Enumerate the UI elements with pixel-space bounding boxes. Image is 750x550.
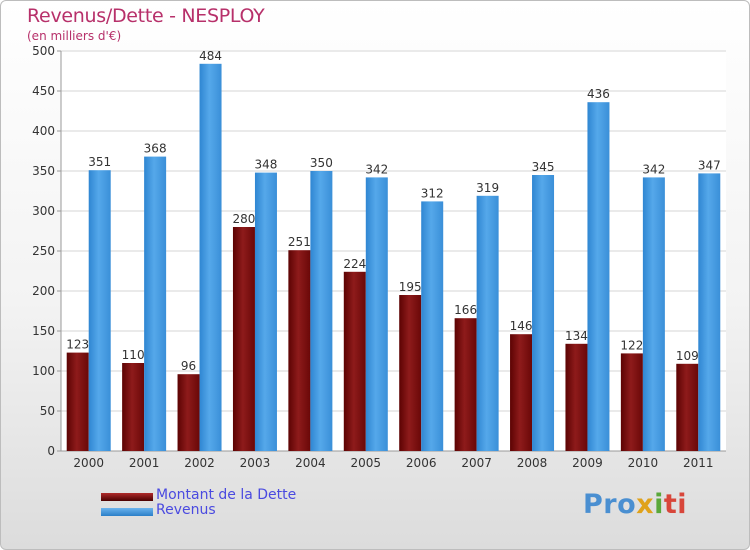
x-tick-label: 2011: [683, 456, 714, 470]
bar-debt: [288, 250, 311, 451]
y-tick-label: 150: [32, 324, 55, 338]
data-label-debt: 109: [676, 349, 699, 363]
x-tick-label: 2000: [73, 456, 104, 470]
bar-revenue: [587, 102, 610, 451]
data-label-revenue: 319: [476, 181, 499, 195]
legend-label-revenue: Revenus: [156, 502, 216, 518]
data-label-revenue: 484: [199, 49, 222, 63]
bar-debt: [565, 343, 588, 451]
chart-subtitle: (en milliers d'€): [27, 29, 122, 43]
x-tick-label: 2009: [572, 456, 603, 470]
bar-debt: [343, 271, 366, 451]
data-label-debt: 224: [343, 257, 366, 271]
legend-label-debt: Montant de la Dette: [156, 487, 297, 503]
y-tick-label: 300: [32, 204, 55, 218]
bar-debt: [676, 363, 699, 451]
data-label-revenue: 345: [532, 160, 555, 174]
data-label-debt: 123: [66, 338, 89, 352]
bar-debt: [66, 352, 89, 451]
bar-debt: [510, 334, 533, 451]
data-label-debt: 166: [454, 303, 477, 317]
y-tick-label: 250: [32, 244, 55, 258]
bar-debt: [454, 318, 477, 451]
y-tick-label: 200: [32, 284, 55, 298]
bar-debt: [232, 227, 255, 451]
data-label-revenue: 351: [88, 155, 111, 169]
bar-revenue: [421, 201, 444, 451]
y-tick-label: 350: [32, 164, 55, 178]
y-tick-label: 400: [32, 124, 55, 138]
bar-revenue: [88, 170, 111, 451]
x-tick-label: 2008: [517, 456, 548, 470]
bar-debt: [177, 374, 200, 451]
data-label-revenue: 342: [365, 162, 388, 176]
x-tick-label: 2004: [295, 456, 326, 470]
x-tick-label: 2001: [129, 456, 160, 470]
bar-revenue: [310, 171, 333, 451]
bar-revenue: [532, 175, 555, 451]
x-tick-label: 2007: [461, 456, 492, 470]
y-tick-label: 0: [47, 444, 55, 458]
bar-debt: [122, 363, 145, 451]
x-tick-label: 2002: [184, 456, 215, 470]
data-label-debt: 146: [510, 319, 533, 333]
legend-swatch-debt: [101, 493, 153, 501]
data-label-debt: 280: [233, 212, 256, 226]
data-label-revenue: 368: [144, 142, 167, 156]
bar-debt: [620, 353, 643, 451]
data-label-revenue: 350: [310, 156, 333, 170]
data-label-debt: 134: [565, 329, 588, 343]
bar-revenue: [698, 173, 721, 451]
data-label-debt: 96: [181, 359, 196, 373]
x-tick-label: 2006: [406, 456, 437, 470]
x-tick-label: 2005: [351, 456, 382, 470]
data-label-debt: 122: [620, 338, 643, 352]
data-label-debt: 251: [288, 235, 311, 249]
bar-revenue: [365, 177, 388, 451]
x-tick-label: 2003: [240, 456, 271, 470]
chart-title: Revenus/Dette - NESPLOY: [27, 5, 265, 27]
y-tick-label: 500: [32, 44, 55, 58]
data-label-debt: 195: [399, 280, 422, 294]
y-tick-label: 100: [32, 364, 55, 378]
data-label-revenue: 436: [587, 87, 610, 101]
data-label-revenue: 312: [421, 186, 444, 200]
y-tick-label: 50: [40, 404, 55, 418]
bar-revenue: [254, 172, 277, 451]
x-tick-label: 2010: [628, 456, 659, 470]
data-label-revenue: 347: [698, 158, 721, 172]
bar-debt: [399, 295, 422, 451]
proxiti-logo: Proxiti: [583, 489, 688, 520]
bar-revenue: [199, 63, 222, 452]
legend-swatch-revenue: [101, 508, 153, 516]
data-label-debt: 110: [122, 348, 145, 362]
bar-revenue: [476, 195, 499, 451]
bar-revenue: [642, 177, 665, 451]
data-label-revenue: 348: [255, 158, 278, 172]
y-tick-label: 450: [32, 84, 55, 98]
bar-revenue: [144, 156, 167, 451]
data-label-revenue: 342: [642, 162, 665, 176]
